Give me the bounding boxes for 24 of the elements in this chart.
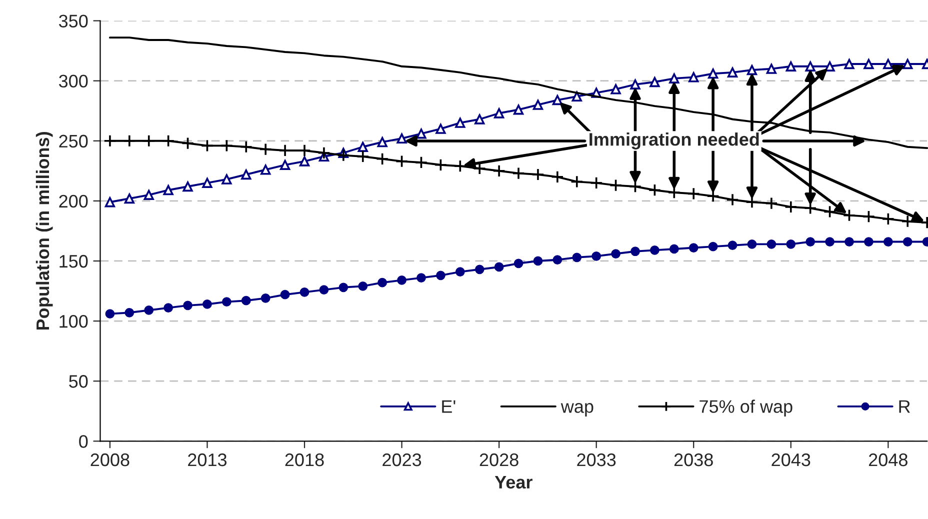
x-tick-label: 2018 <box>285 453 324 466</box>
y-tick-label: 200 <box>59 194 88 208</box>
x-tick-label: 2028 <box>480 453 518 466</box>
y-tick-label: 350 <box>58 14 88 28</box>
y-tick-label: 50 <box>69 375 88 388</box>
x-tick-label: 2023 <box>382 453 422 466</box>
annotation: Immigration needed <box>590 132 759 150</box>
x-axis-title: Year <box>494 476 532 489</box>
legend-label: E' <box>442 400 456 413</box>
y-tick-label: 0 <box>79 435 88 448</box>
legend-label: 75% of wap <box>700 400 792 416</box>
x-tick-label: 2008 <box>90 453 130 466</box>
legend-label: wap <box>560 403 594 416</box>
x-tick-label: 2038 <box>674 453 713 466</box>
y-tick-label: 300 <box>58 74 88 88</box>
legend-label: R <box>899 400 910 413</box>
y-tick-label: 150 <box>60 254 88 268</box>
x-tick-label: 2033 <box>577 453 616 466</box>
x-tick-label: 2013 <box>188 453 227 466</box>
y-tick-label: 100 <box>60 314 88 328</box>
y-axis-title: Population (in millions) <box>36 132 53 330</box>
y-tick-label: 250 <box>59 134 88 148</box>
x-tick-label: 2043 <box>772 453 810 466</box>
x-tick-label: 2048 <box>868 453 908 466</box>
